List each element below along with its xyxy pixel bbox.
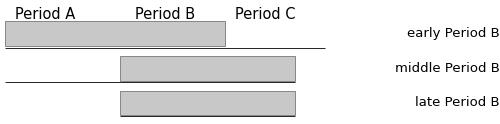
Text: early Period B: early Period B xyxy=(407,27,500,40)
FancyBboxPatch shape xyxy=(120,91,295,115)
Text: Period C: Period C xyxy=(235,7,296,22)
Text: Period B: Period B xyxy=(135,7,195,22)
FancyBboxPatch shape xyxy=(120,56,295,81)
Text: middle Period B: middle Period B xyxy=(395,62,500,75)
Text: late Period B: late Period B xyxy=(416,96,500,109)
Text: Period A: Period A xyxy=(15,7,75,22)
FancyBboxPatch shape xyxy=(5,21,225,46)
